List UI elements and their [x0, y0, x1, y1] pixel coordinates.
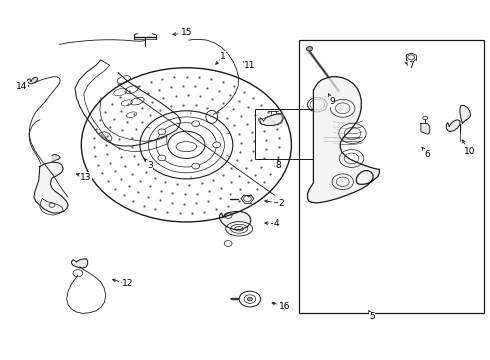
Text: 14: 14 — [16, 82, 27, 91]
Text: 8: 8 — [275, 161, 281, 170]
Circle shape — [192, 121, 199, 127]
Polygon shape — [72, 259, 88, 268]
Text: 2: 2 — [279, 199, 285, 208]
Polygon shape — [421, 123, 430, 134]
Circle shape — [192, 163, 199, 169]
Polygon shape — [34, 162, 68, 213]
Text: 1: 1 — [220, 52, 226, 61]
Text: 13: 13 — [80, 173, 92, 182]
Circle shape — [158, 155, 166, 161]
Polygon shape — [446, 120, 460, 132]
Text: 15: 15 — [181, 28, 192, 37]
Polygon shape — [460, 105, 471, 123]
Text: 3: 3 — [147, 161, 152, 170]
Circle shape — [239, 291, 261, 307]
Text: 5: 5 — [369, 312, 375, 321]
Bar — [255, 109, 314, 159]
Polygon shape — [220, 212, 251, 229]
Text: 7: 7 — [408, 61, 414, 70]
Polygon shape — [260, 113, 283, 126]
Text: 4: 4 — [274, 219, 280, 228]
Circle shape — [247, 297, 252, 301]
Polygon shape — [52, 154, 60, 162]
Text: 6: 6 — [424, 150, 430, 159]
Polygon shape — [308, 77, 379, 203]
Circle shape — [307, 46, 313, 51]
Text: 9: 9 — [329, 97, 335, 106]
Polygon shape — [27, 77, 37, 84]
Circle shape — [213, 142, 220, 148]
Circle shape — [158, 129, 166, 135]
Text: 16: 16 — [279, 302, 291, 311]
Text: 11: 11 — [244, 61, 256, 70]
Text: 12: 12 — [122, 279, 133, 288]
Bar — [299, 40, 485, 313]
Text: 10: 10 — [464, 147, 475, 156]
